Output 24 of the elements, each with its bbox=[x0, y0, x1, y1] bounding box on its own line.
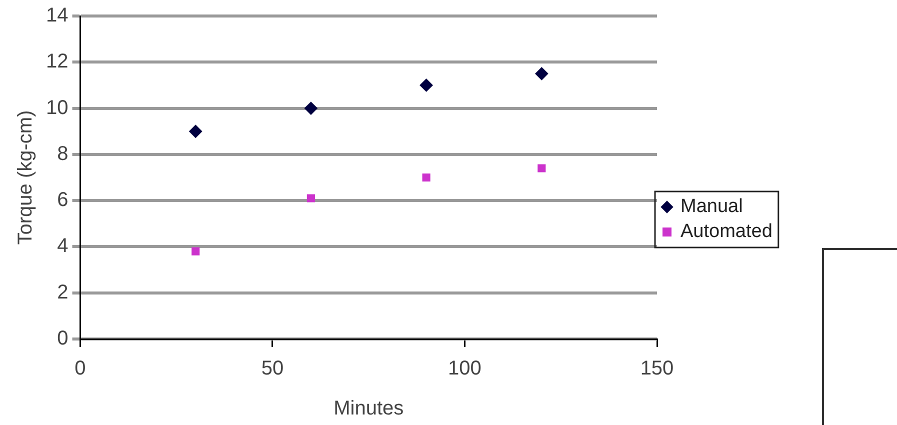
point bbox=[422, 173, 430, 182]
x-axis-title: Minutes bbox=[334, 398, 404, 420]
x-tick-label: 0 bbox=[74, 358, 86, 380]
legend-label: Automated bbox=[680, 221, 772, 242]
y-tick-label: 2 bbox=[57, 281, 68, 304]
point bbox=[535, 67, 548, 80]
point bbox=[192, 247, 200, 256]
point bbox=[306, 194, 315, 202]
y-tick-label: 8 bbox=[57, 142, 68, 165]
y-tick-label: 10 bbox=[46, 96, 68, 119]
point bbox=[420, 78, 433, 92]
y-tick-label: 6 bbox=[57, 189, 68, 212]
x-tick-label: 100 bbox=[448, 358, 482, 380]
x-tick-label: 150 bbox=[640, 358, 674, 380]
point bbox=[304, 102, 318, 115]
legend-label: Manual bbox=[680, 196, 743, 218]
y-axis-title: Torque (kg-cm) bbox=[14, 110, 37, 245]
y-tick-label: 4 bbox=[57, 235, 68, 258]
y-tick-label: 12 bbox=[46, 50, 68, 73]
point bbox=[189, 124, 202, 138]
x-tick-label: 50 bbox=[261, 358, 284, 380]
y-tick-label: 0 bbox=[57, 328, 68, 350]
y-tick-label: 14 bbox=[46, 4, 68, 27]
point bbox=[538, 164, 546, 172]
